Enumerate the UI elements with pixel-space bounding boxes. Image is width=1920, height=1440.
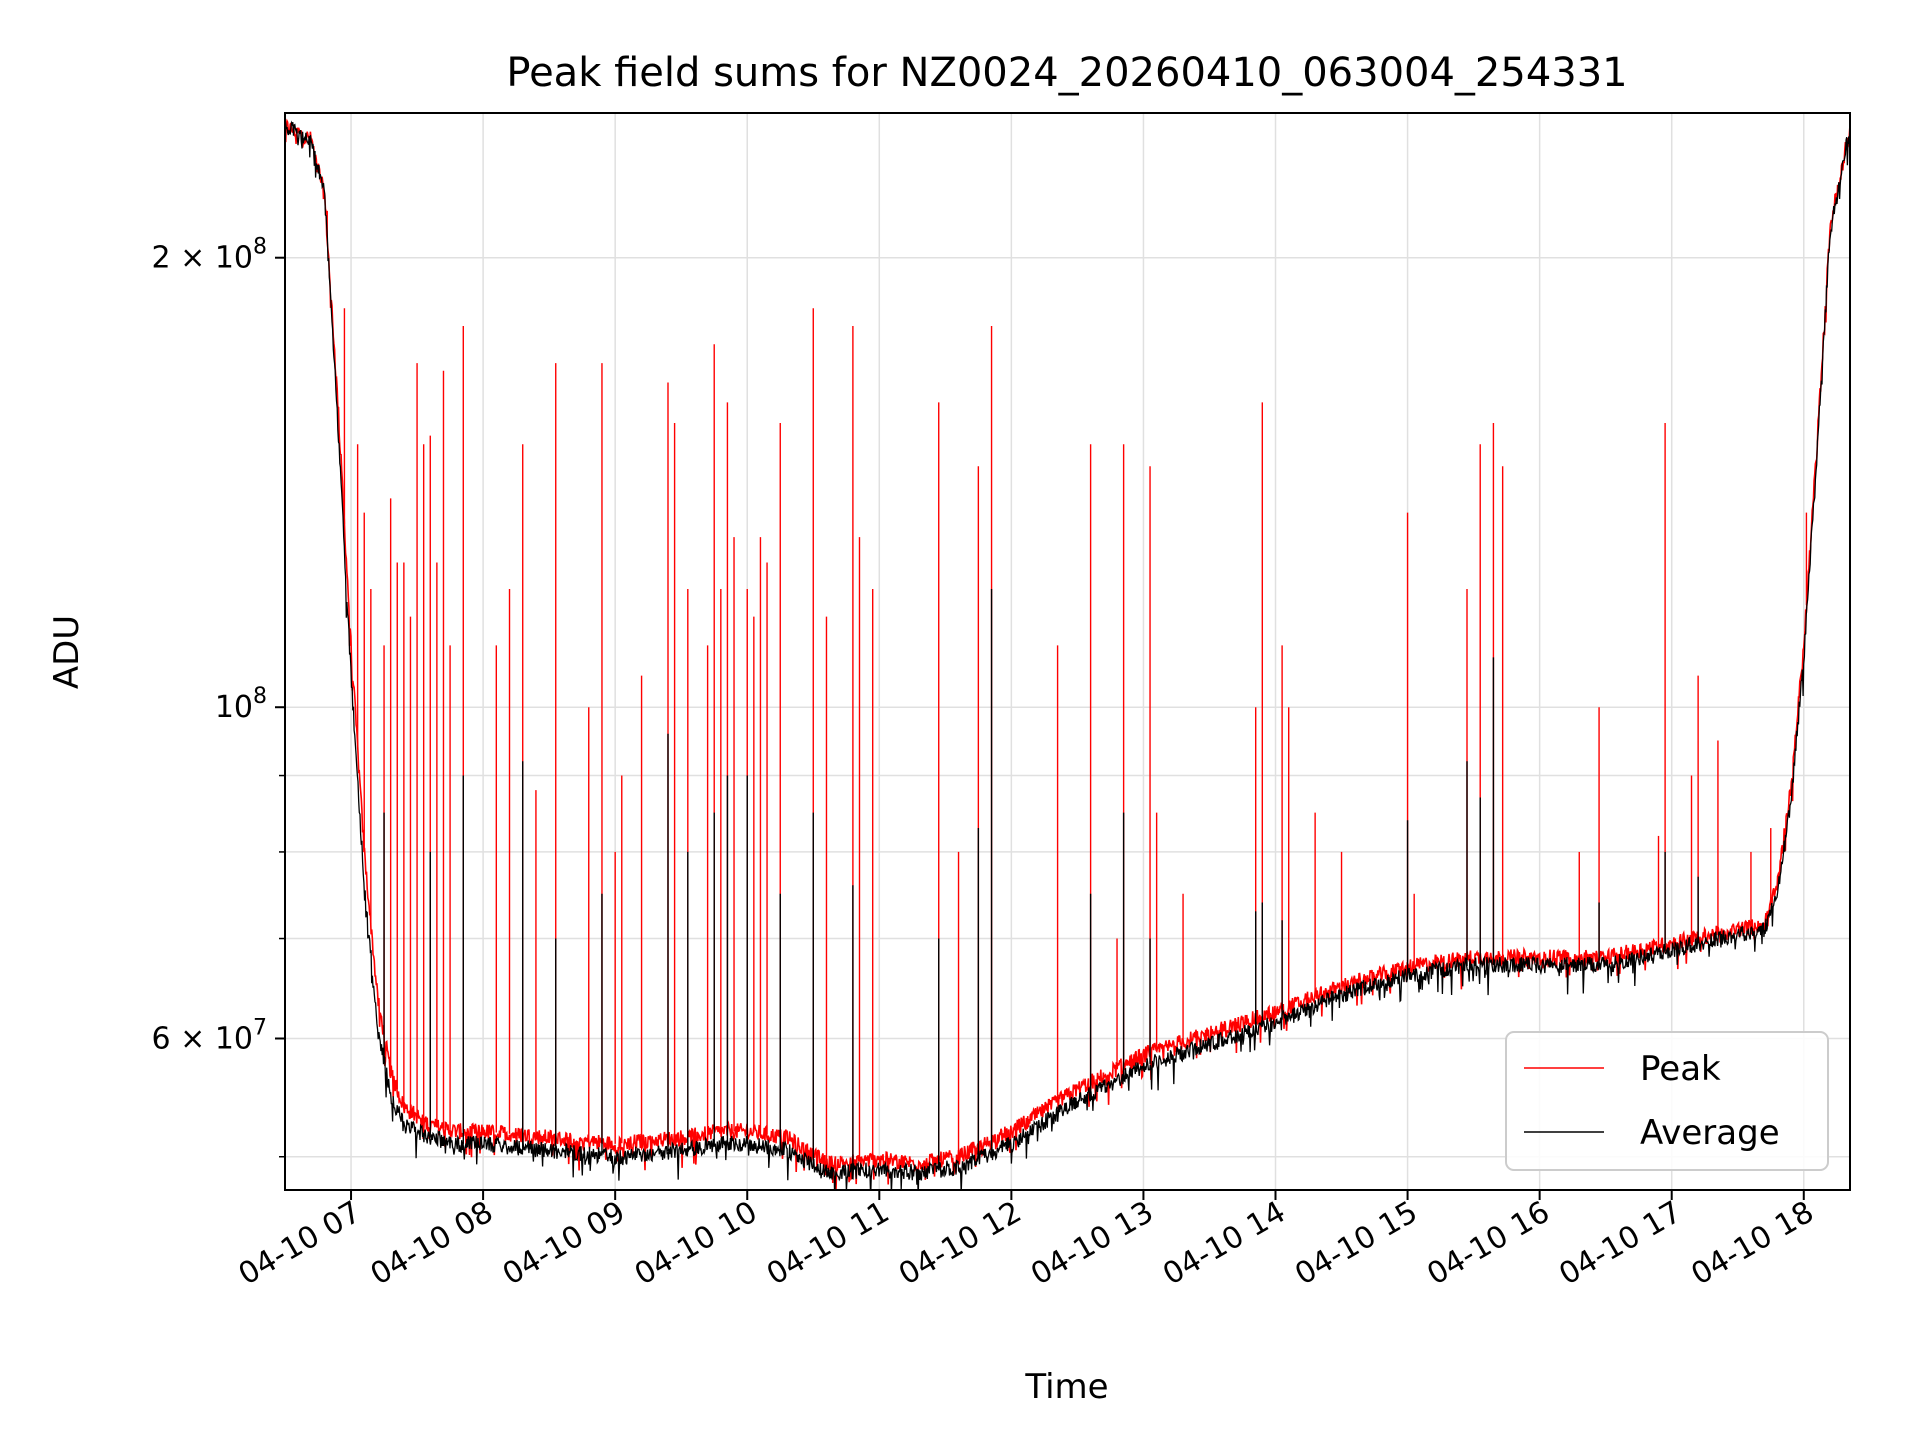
y-tick-label: 2 × 108 [152, 235, 267, 276]
series-average [285, 119, 1850, 1190]
chart-title: Peak field sums for NZ0024_20260410_0630… [506, 50, 1627, 96]
legend: Peak Average [1505, 1031, 1829, 1171]
y-tick-label: 6 × 107 [152, 1015, 267, 1056]
y-tick-label: 108 [215, 684, 267, 725]
series-layer [285, 118, 1850, 1190]
plot-frame [284, 112, 1851, 1191]
legend-box [1505, 1031, 1829, 1171]
series-line-average [285, 119, 1850, 1190]
grid [285, 113, 1850, 1190]
legend-peak-label: Peak [1640, 1049, 1721, 1089]
x-axis-label: Time [1024, 1367, 1108, 1407]
legend-average-label: Average [1640, 1113, 1780, 1153]
y-axis-label: ADU [47, 615, 87, 689]
